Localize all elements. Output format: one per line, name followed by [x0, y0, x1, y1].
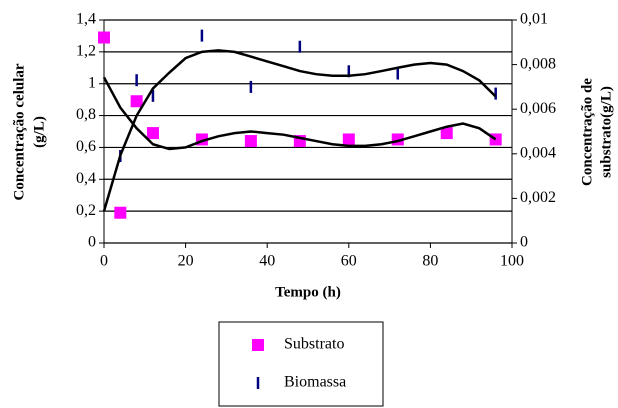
y-axis-title: (g/L) [31, 116, 47, 148]
x-tick-label: 40 [259, 253, 275, 270]
y-tick-label: 1,4 [76, 11, 96, 28]
y-tick-label: 0 [88, 234, 96, 251]
y2-tick-label: 0 [520, 234, 528, 251]
y2-tick-label: 0,002 [520, 189, 556, 206]
x-tick-label: 60 [341, 253, 357, 270]
substrate-point [146, 127, 159, 140]
x-tick-label: 20 [178, 253, 194, 270]
legend-marker [252, 339, 264, 351]
legend-label: Biomassa [284, 374, 346, 391]
substrate-point [98, 31, 110, 44]
legend-box [218, 321, 384, 407]
y-tick-label: 0,4 [76, 170, 96, 187]
substrate-point [342, 133, 355, 146]
y-axis-title: Concentração celular [11, 63, 27, 200]
substrate-point [440, 127, 453, 140]
substrate-point [244, 135, 257, 148]
fit-curve [102, 49, 497, 212]
y-tick-label: 0,6 [76, 138, 96, 155]
fit-curve [102, 76, 497, 151]
y2-axis-title: substrato(g/L) [598, 86, 614, 178]
y-tick-label: 0,8 [76, 106, 96, 123]
legend-label: Substrato [284, 336, 344, 353]
x-tick-label: 100 [500, 253, 524, 270]
substrate-point [114, 206, 127, 219]
y-tick-label: 1,2 [76, 43, 96, 60]
y2-tick-label: 0,004 [520, 144, 556, 161]
substrate-point [130, 95, 143, 108]
y2-tick-label: 0,006 [520, 100, 556, 117]
x-tick-label: 80 [422, 253, 438, 270]
x-tick-label: 0 [100, 253, 108, 270]
y-tick-label: 1 [88, 74, 96, 91]
y2-axis-title: Concentração de [579, 78, 595, 186]
y2-tick-label: 0,01 [520, 11, 548, 28]
y2-tick-label: 0,008 [520, 55, 556, 72]
y-tick-label: 0,2 [76, 202, 96, 219]
x-axis-title: Tempo (h) [275, 284, 341, 300]
